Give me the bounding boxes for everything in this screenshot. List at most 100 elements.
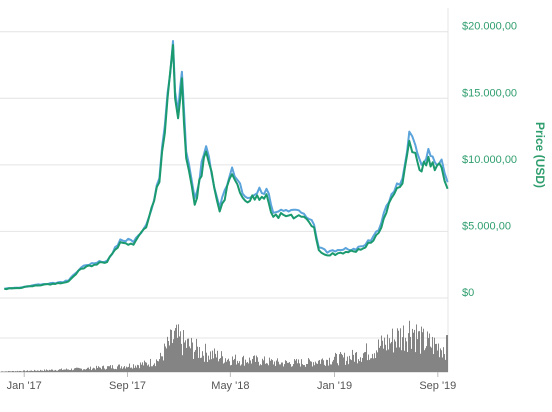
volume-bar: [217, 350, 218, 372]
volume-bar: [200, 358, 201, 372]
volume-bar: [37, 370, 38, 372]
y-tick-label-3: $15.000,00: [462, 87, 517, 99]
volume-bar: [299, 363, 300, 372]
volume-bar: [20, 371, 21, 372]
volume-bar: [5, 371, 6, 372]
volume-bar: [380, 345, 381, 372]
volume-bar: [60, 369, 61, 372]
volume-bar: [79, 368, 80, 372]
volume-bar: [403, 325, 404, 372]
volume-bar: [59, 369, 60, 372]
volume-bar: [285, 360, 286, 372]
volume-bar: [40, 369, 41, 372]
volume-bar: [148, 364, 149, 372]
volume-bar: [360, 357, 361, 372]
volume-bar: [175, 328, 176, 372]
volume-bar: [160, 352, 161, 372]
volume-bar: [374, 353, 375, 372]
volume-bar: [105, 369, 106, 372]
volume-bar: [289, 362, 290, 372]
volume-bar: [182, 355, 183, 372]
volume-bar: [218, 361, 219, 372]
volume-bar: [313, 362, 314, 372]
volume-bar: [320, 363, 321, 372]
volume-bar: [19, 370, 20, 372]
volume-bar: [318, 360, 319, 372]
volume-bar: [26, 370, 27, 372]
volume-bar: [442, 357, 443, 372]
volume-bar: [82, 370, 83, 372]
volume-bar: [94, 368, 95, 372]
volume-bar: [298, 359, 299, 372]
volume-bar: [102, 366, 103, 372]
volume-bar: [110, 365, 111, 372]
volume-bar: [97, 368, 98, 372]
volume-bar: [258, 361, 259, 372]
volume-bar: [76, 367, 77, 372]
volume-bar: [73, 369, 74, 372]
volume-bar: [398, 330, 399, 372]
volume-bar: [351, 360, 352, 372]
volume-bar: [52, 369, 53, 372]
volume-bar: [162, 356, 163, 372]
volume-bar: [257, 357, 258, 372]
volume-bar: [329, 357, 330, 372]
volume-bar: [248, 363, 249, 372]
volume-bar: [382, 340, 383, 372]
volume-bar: [56, 370, 57, 372]
volume-bar: [51, 369, 52, 372]
volume-bar: [406, 341, 407, 372]
volume-bar: [30, 370, 31, 372]
volume-bar: [86, 368, 87, 372]
volume-bar: [138, 365, 139, 372]
volume-bar: [213, 358, 214, 372]
volume-bar: [36, 370, 37, 372]
volume-bar: [133, 364, 134, 372]
volume-bar: [181, 343, 182, 372]
volume-bar: [423, 328, 424, 372]
volume-bar: [278, 361, 279, 372]
x-tick-label-2: May '18: [211, 380, 249, 392]
volume-bar: [205, 343, 206, 372]
volume-bar: [300, 366, 301, 372]
volume-bar: [198, 357, 199, 372]
volume-bar: [145, 362, 146, 372]
volume-bar: [336, 353, 337, 372]
volume-bar: [146, 362, 147, 372]
volume-bar: [319, 360, 320, 372]
volume-bar: [192, 342, 193, 372]
volume-bar: [416, 324, 417, 372]
volume-bar: [335, 352, 336, 372]
volume-bar: [310, 361, 311, 372]
volume-bar: [426, 346, 427, 372]
volume-bar: [32, 370, 33, 372]
volume-bar: [139, 368, 140, 372]
volume-bar: [116, 369, 117, 372]
volume-bar: [256, 355, 257, 372]
volume-bar: [296, 358, 297, 372]
volume-bar: [372, 353, 373, 372]
volume-bar: [210, 351, 211, 372]
volume-bar: [277, 358, 278, 372]
volume-bar: [330, 364, 331, 372]
volume-bar: [173, 339, 174, 372]
volume-bar: [283, 366, 284, 372]
volume-bar: [279, 364, 280, 372]
volume-bar: [232, 356, 233, 372]
volume-bar: [281, 362, 282, 372]
volume-bar: [155, 366, 156, 372]
volume-bar: [327, 359, 328, 372]
volume-bar: [17, 370, 18, 372]
volume-bar: [309, 359, 310, 372]
volume-bar: [353, 354, 354, 372]
volume-bar: [69, 369, 70, 372]
volume-bar: [214, 348, 215, 372]
volume-bar: [271, 359, 272, 372]
volume-bar: [264, 356, 265, 372]
volume-bar: [228, 358, 229, 372]
volume-bar: [395, 341, 396, 372]
volume-bar: [312, 366, 313, 372]
volume-bar: [122, 368, 123, 372]
volume-bar: [386, 350, 387, 372]
volume-bar: [230, 365, 231, 372]
